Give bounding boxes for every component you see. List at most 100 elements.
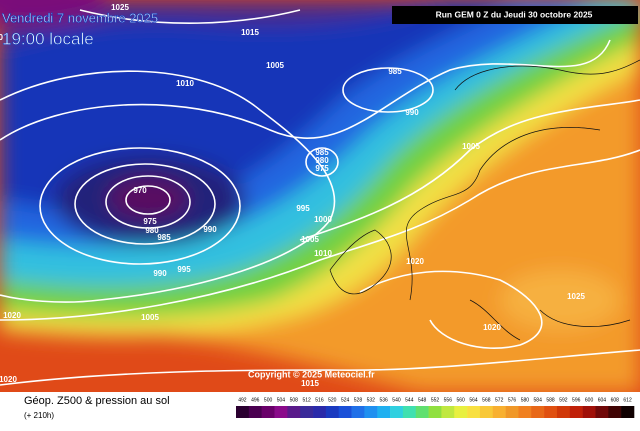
- colorbar-label: 536: [379, 397, 388, 403]
- colorbar-label: 516: [315, 397, 324, 403]
- legend-title: Géop. Z500 & pression au sol: [24, 395, 170, 407]
- colorbar-swatch: [261, 406, 275, 418]
- colorbar-swatch: [248, 406, 262, 418]
- colorbar-swatch: [364, 406, 378, 418]
- colorbar-label: 520: [328, 397, 337, 403]
- colorbar-swatch: [556, 406, 571, 418]
- isobar-label: 995: [296, 204, 310, 213]
- colorbar-label: 608: [611, 397, 620, 403]
- colorbar-label: 580: [521, 397, 530, 403]
- colorbar-label: 552: [431, 397, 440, 403]
- colorbar-swatch: [569, 406, 583, 418]
- colorbar-label: 540: [392, 397, 401, 403]
- isobar-label: 1020: [406, 257, 424, 266]
- isobar-label: 980: [145, 226, 159, 235]
- colorbar-label: 496: [251, 397, 260, 403]
- colorbar-label: 576: [508, 397, 517, 403]
- colorbar-label: 564: [469, 397, 478, 403]
- forecast-date: Vendredi 7 novembre 2025: [2, 10, 158, 25]
- isobar-labels: 1000102510151005101098599010059859809759…: [0, 3, 585, 388]
- isobar-label: 1010: [314, 249, 332, 258]
- colorbar-label: 532: [367, 397, 376, 403]
- isobar-label: 1025: [111, 3, 129, 12]
- colorbar-label: 544: [405, 397, 414, 403]
- colorbar-swatch: [544, 406, 558, 418]
- isobar-label: 980: [315, 156, 329, 165]
- colorbar-swatch: [236, 406, 250, 418]
- run-box: [392, 6, 638, 24]
- colorbar-swatch: [402, 406, 417, 418]
- colorbar-label: 548: [418, 397, 427, 403]
- colorbar-swatch: [351, 406, 365, 418]
- colorbar-swatch: [582, 406, 596, 418]
- run-info: Run GEM 0 Z du Jeudi 30 octobre 2025: [436, 9, 593, 19]
- colorbar-swatch: [300, 406, 314, 418]
- isobar-label: 985: [315, 148, 329, 157]
- colorbar-swatch: [621, 406, 635, 418]
- colorbar-label: 568: [482, 397, 491, 403]
- colorbar-label: 556: [444, 397, 453, 403]
- colorbar-swatch: [608, 406, 622, 418]
- forecast-time: 19:00 locale: [2, 29, 94, 48]
- isobar-label: 990: [203, 225, 217, 234]
- coastlines: [329, 59, 640, 341]
- colorbar-swatch: [441, 406, 455, 418]
- colorbar: 492 496 500 504 508 512 516 520 524 528 532 536 540 5…: [236, 397, 635, 418]
- colorbar-swatch: [454, 406, 468, 418]
- legend-subtitle: (+ 210h): [24, 411, 54, 420]
- colorbar-label: 584: [534, 397, 543, 403]
- colorbar-label: 504: [277, 397, 286, 403]
- colorbar-label: 600: [585, 397, 594, 403]
- isobar-label: 1005: [301, 235, 319, 244]
- colorbar-label: 508: [290, 397, 299, 403]
- isobar-label: 975: [315, 164, 329, 173]
- colorbar-label: 500: [264, 397, 273, 403]
- colorbar-swatch: [531, 406, 545, 418]
- colorbar-swatch: [390, 406, 404, 418]
- colorbar-label: 588: [546, 397, 555, 403]
- isobar-label: 990: [405, 108, 419, 117]
- isobar-label: 1005: [266, 61, 284, 70]
- isobar-label: 1015: [241, 28, 259, 37]
- colorbar-label: 592: [559, 397, 568, 403]
- isobar-label: 1010: [176, 79, 194, 88]
- isobar-label: 1005: [141, 313, 159, 322]
- colorbar-label: 512: [302, 397, 311, 403]
- isobar-label: 1020: [483, 323, 501, 332]
- isobar-label: 1025: [567, 292, 585, 301]
- colorbar-label: 528: [354, 397, 363, 403]
- colorbar-label: 604: [598, 397, 607, 403]
- isobar-label: 1020: [0, 375, 17, 384]
- colorbar-swatch: [595, 406, 609, 418]
- colorbar-swatch: [377, 406, 391, 418]
- colorbar-swatch: [492, 406, 506, 418]
- colorbar-swatch: [467, 406, 481, 418]
- colorbar-swatch: [287, 406, 301, 418]
- isobar-label: 970: [133, 186, 147, 195]
- isobar-label: 1020: [3, 311, 21, 320]
- isobar-label: 985: [388, 67, 402, 76]
- isobar-label: 1000: [314, 215, 332, 224]
- isobar-label: 995: [177, 265, 191, 274]
- colorbar-swatch: [325, 406, 340, 418]
- isobar-label: 990: [153, 269, 167, 278]
- colorbar-label: 572: [495, 397, 504, 403]
- isobar-label: 1015: [301, 379, 319, 388]
- colorbar-swatch: [313, 406, 327, 418]
- colorbar-swatch: [428, 406, 442, 418]
- colorbar-label: 560: [457, 397, 466, 403]
- colorbar-swatch: [274, 406, 288, 418]
- map-field: [0, 0, 640, 392]
- isobar-label: 1000: [0, 33, 3, 42]
- isobar-label: 975: [143, 217, 157, 226]
- colorbar-label: 524: [341, 397, 350, 403]
- isobar-lines: [0, 9, 640, 386]
- colorbar-label: 492: [238, 397, 247, 403]
- isobar-label: 1005: [462, 142, 480, 151]
- colorbar-swatch: [415, 406, 429, 418]
- colorbar-swatch: [338, 406, 352, 418]
- colorbar-swatch: [518, 406, 532, 418]
- colorbar-swatch: [505, 406, 519, 418]
